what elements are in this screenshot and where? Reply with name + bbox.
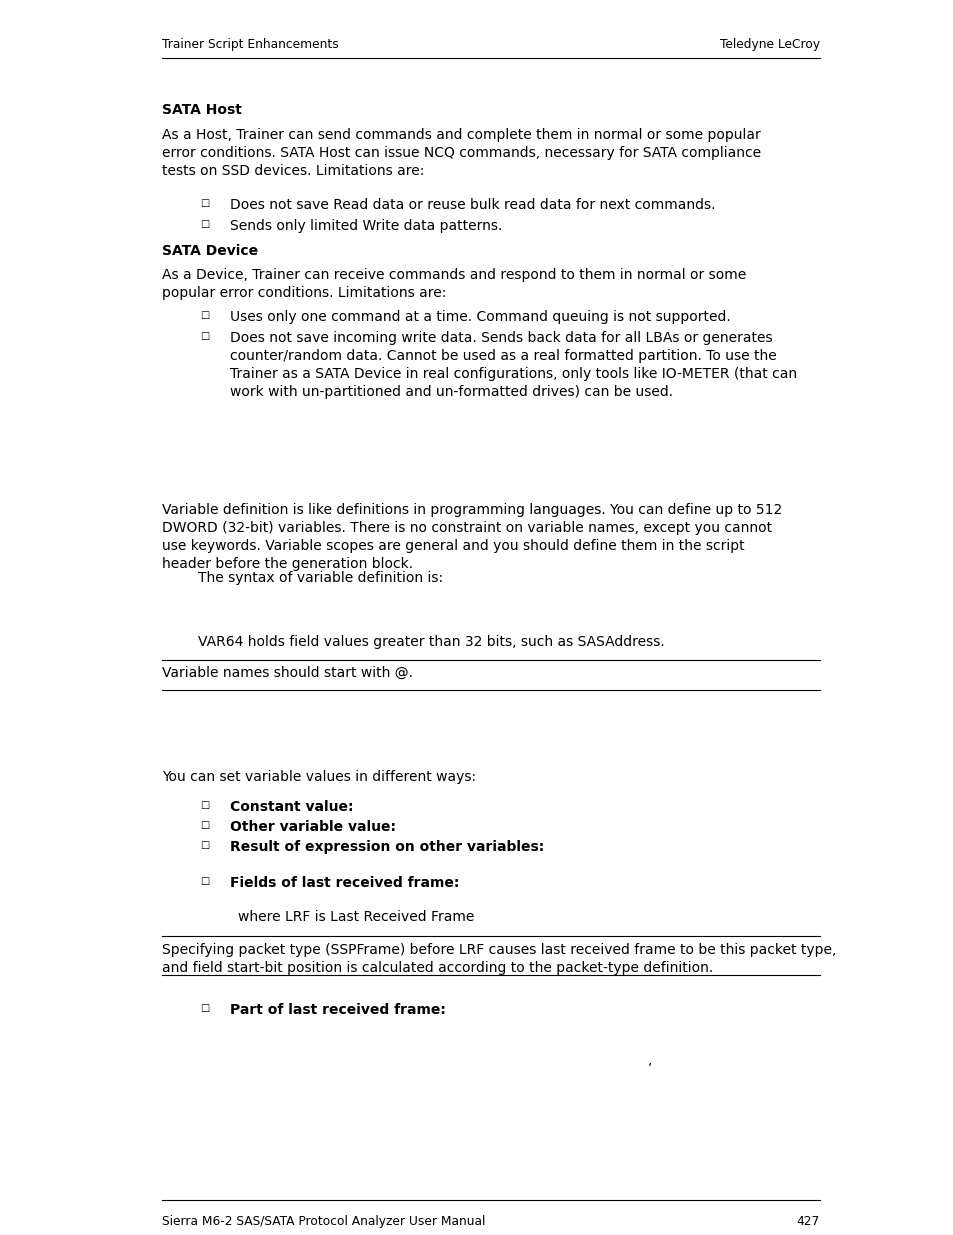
Text: □: □ (200, 198, 209, 207)
Text: Specifying packet type (SSPFrame) before LRF causes last received frame to be th: Specifying packet type (SSPFrame) before… (162, 944, 836, 974)
Text: SATA Host: SATA Host (162, 103, 242, 117)
Text: □: □ (200, 820, 209, 830)
Text: Trainer Script Enhancements: Trainer Script Enhancements (162, 38, 338, 51)
Text: As a Device, Trainer can receive commands and respond to them in normal or some
: As a Device, Trainer can receive command… (162, 268, 745, 300)
Text: SATA Device: SATA Device (162, 245, 258, 258)
Text: Constant value:: Constant value: (230, 800, 354, 814)
Text: As a Host, Trainer can send commands and complete them in normal or some popular: As a Host, Trainer can send commands and… (162, 128, 760, 178)
Text: Other variable value:: Other variable value: (230, 820, 395, 834)
Text: □: □ (200, 310, 209, 320)
Text: □: □ (200, 219, 209, 228)
Text: Variable definition is like definitions in programming languages. You can define: Variable definition is like definitions … (162, 503, 781, 571)
Text: ,: , (647, 1053, 652, 1067)
Text: Fields of last received frame:: Fields of last received frame: (230, 876, 459, 890)
Text: Variable names should start with @.: Variable names should start with @. (162, 666, 413, 680)
Text: □: □ (200, 1003, 209, 1013)
Text: Part of last received frame:: Part of last received frame: (230, 1003, 445, 1016)
Text: Does not save incoming write data. Sends back data for all LBAs or generates
cou: Does not save incoming write data. Sends… (230, 331, 797, 399)
Text: □: □ (200, 876, 209, 885)
Text: You can set variable values in different ways:: You can set variable values in different… (162, 769, 476, 784)
Text: The syntax of variable definition is:: The syntax of variable definition is: (198, 571, 442, 585)
Text: Teledyne LeCroy: Teledyne LeCroy (720, 38, 820, 51)
Text: Uses only one command at a time. Command queuing is not supported.: Uses only one command at a time. Command… (230, 310, 730, 324)
Text: □: □ (200, 840, 209, 850)
Text: □: □ (200, 800, 209, 810)
Text: Does not save Read data or reuse bulk read data for next commands.: Does not save Read data or reuse bulk re… (230, 198, 715, 212)
Text: Sierra M6-2 SAS/SATA Protocol Analyzer User Manual: Sierra M6-2 SAS/SATA Protocol Analyzer U… (162, 1215, 485, 1228)
Text: 427: 427 (796, 1215, 820, 1228)
Text: □: □ (200, 331, 209, 341)
Text: where LRF is Last Received Frame: where LRF is Last Received Frame (237, 910, 474, 924)
Text: Sends only limited Write data patterns.: Sends only limited Write data patterns. (230, 219, 502, 233)
Text: Result of expression on other variables:: Result of expression on other variables: (230, 840, 543, 853)
Text: VAR64 holds field values greater than 32 bits, such as SASAddress.: VAR64 holds field values greater than 32… (198, 635, 664, 650)
